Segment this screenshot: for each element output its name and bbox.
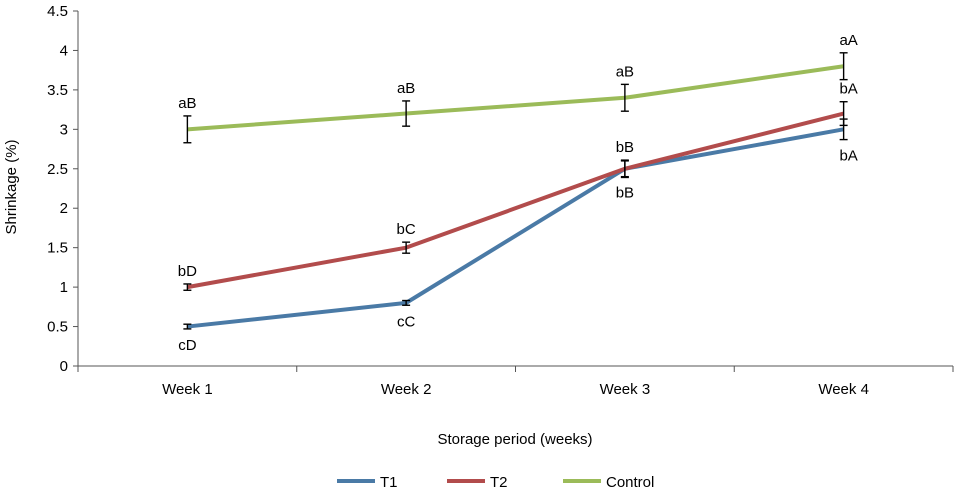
y-axis-title: Shrinkage (%): [3, 139, 20, 234]
significance-label: bA: [839, 81, 857, 98]
y-tick-label: 4.5: [47, 3, 68, 20]
error-bar: [402, 241, 411, 254]
significance-label: bA: [839, 148, 857, 165]
legend-item-t2: T2: [447, 474, 508, 491]
error-bar: [839, 101, 848, 127]
y-tick-label: 1.5: [47, 240, 68, 257]
significance-label: bD: [178, 263, 197, 280]
x-axis-title: Storage period (weeks): [437, 431, 592, 448]
significance-label: aA: [839, 32, 857, 49]
chart-legend: T1 T2 Control: [337, 474, 654, 491]
significance-label: aB: [397, 80, 415, 97]
significance-label: cD: [178, 337, 197, 354]
legend-item-control: Control: [563, 474, 654, 491]
y-tick-label: 2.5: [47, 161, 68, 178]
x-tick-label: Week 4: [818, 381, 869, 398]
significance-label: bC: [397, 221, 416, 238]
error-bar: [402, 299, 411, 306]
series-lines: [187, 64, 845, 329]
series-line-t1: [187, 127, 844, 329]
chart-axes: 0 0.5 1 1.5 2 2.5 3 3.5 4 4.5 Week 1 Week 2 Week 3 We…: [47, 3, 954, 398]
error-bar: [620, 159, 629, 179]
x-tick-label: Week 2: [381, 381, 432, 398]
series-line-t2: [187, 111, 845, 290]
y-tick-label: 0.5: [47, 319, 68, 336]
significance-label: cC: [397, 313, 416, 330]
error-bar: [183, 115, 192, 144]
y-tick-label: 4: [60, 42, 68, 59]
error-bar: [183, 323, 192, 330]
y-tick-label: 2: [60, 200, 68, 217]
significance-labels: cD cC bB bA bD bC bB bA aB aB aB aA: [178, 32, 858, 354]
legend-label: T1: [380, 474, 398, 491]
legend-label: T2: [490, 474, 508, 491]
y-tick-label: 3: [60, 121, 68, 138]
error-bar: [183, 283, 192, 291]
x-tick-label: Week 1: [162, 381, 213, 398]
error-bars: [183, 52, 848, 330]
error-bar: [620, 83, 629, 112]
error-bar: [839, 52, 848, 81]
legend-item-t1: T1: [337, 474, 398, 491]
x-tick-label: Week 3: [600, 381, 651, 398]
error-bar: [402, 100, 411, 127]
significance-label: aB: [616, 63, 634, 80]
y-tick-label: 3.5: [47, 82, 68, 99]
series-line-control: [187, 64, 844, 132]
significance-label: aB: [178, 95, 196, 112]
legend-label: Control: [606, 474, 654, 491]
significance-label: bB: [616, 185, 634, 202]
significance-label: bB: [616, 139, 634, 156]
y-tick-label: 1: [60, 279, 68, 296]
y-tick-label: 0: [60, 358, 68, 375]
